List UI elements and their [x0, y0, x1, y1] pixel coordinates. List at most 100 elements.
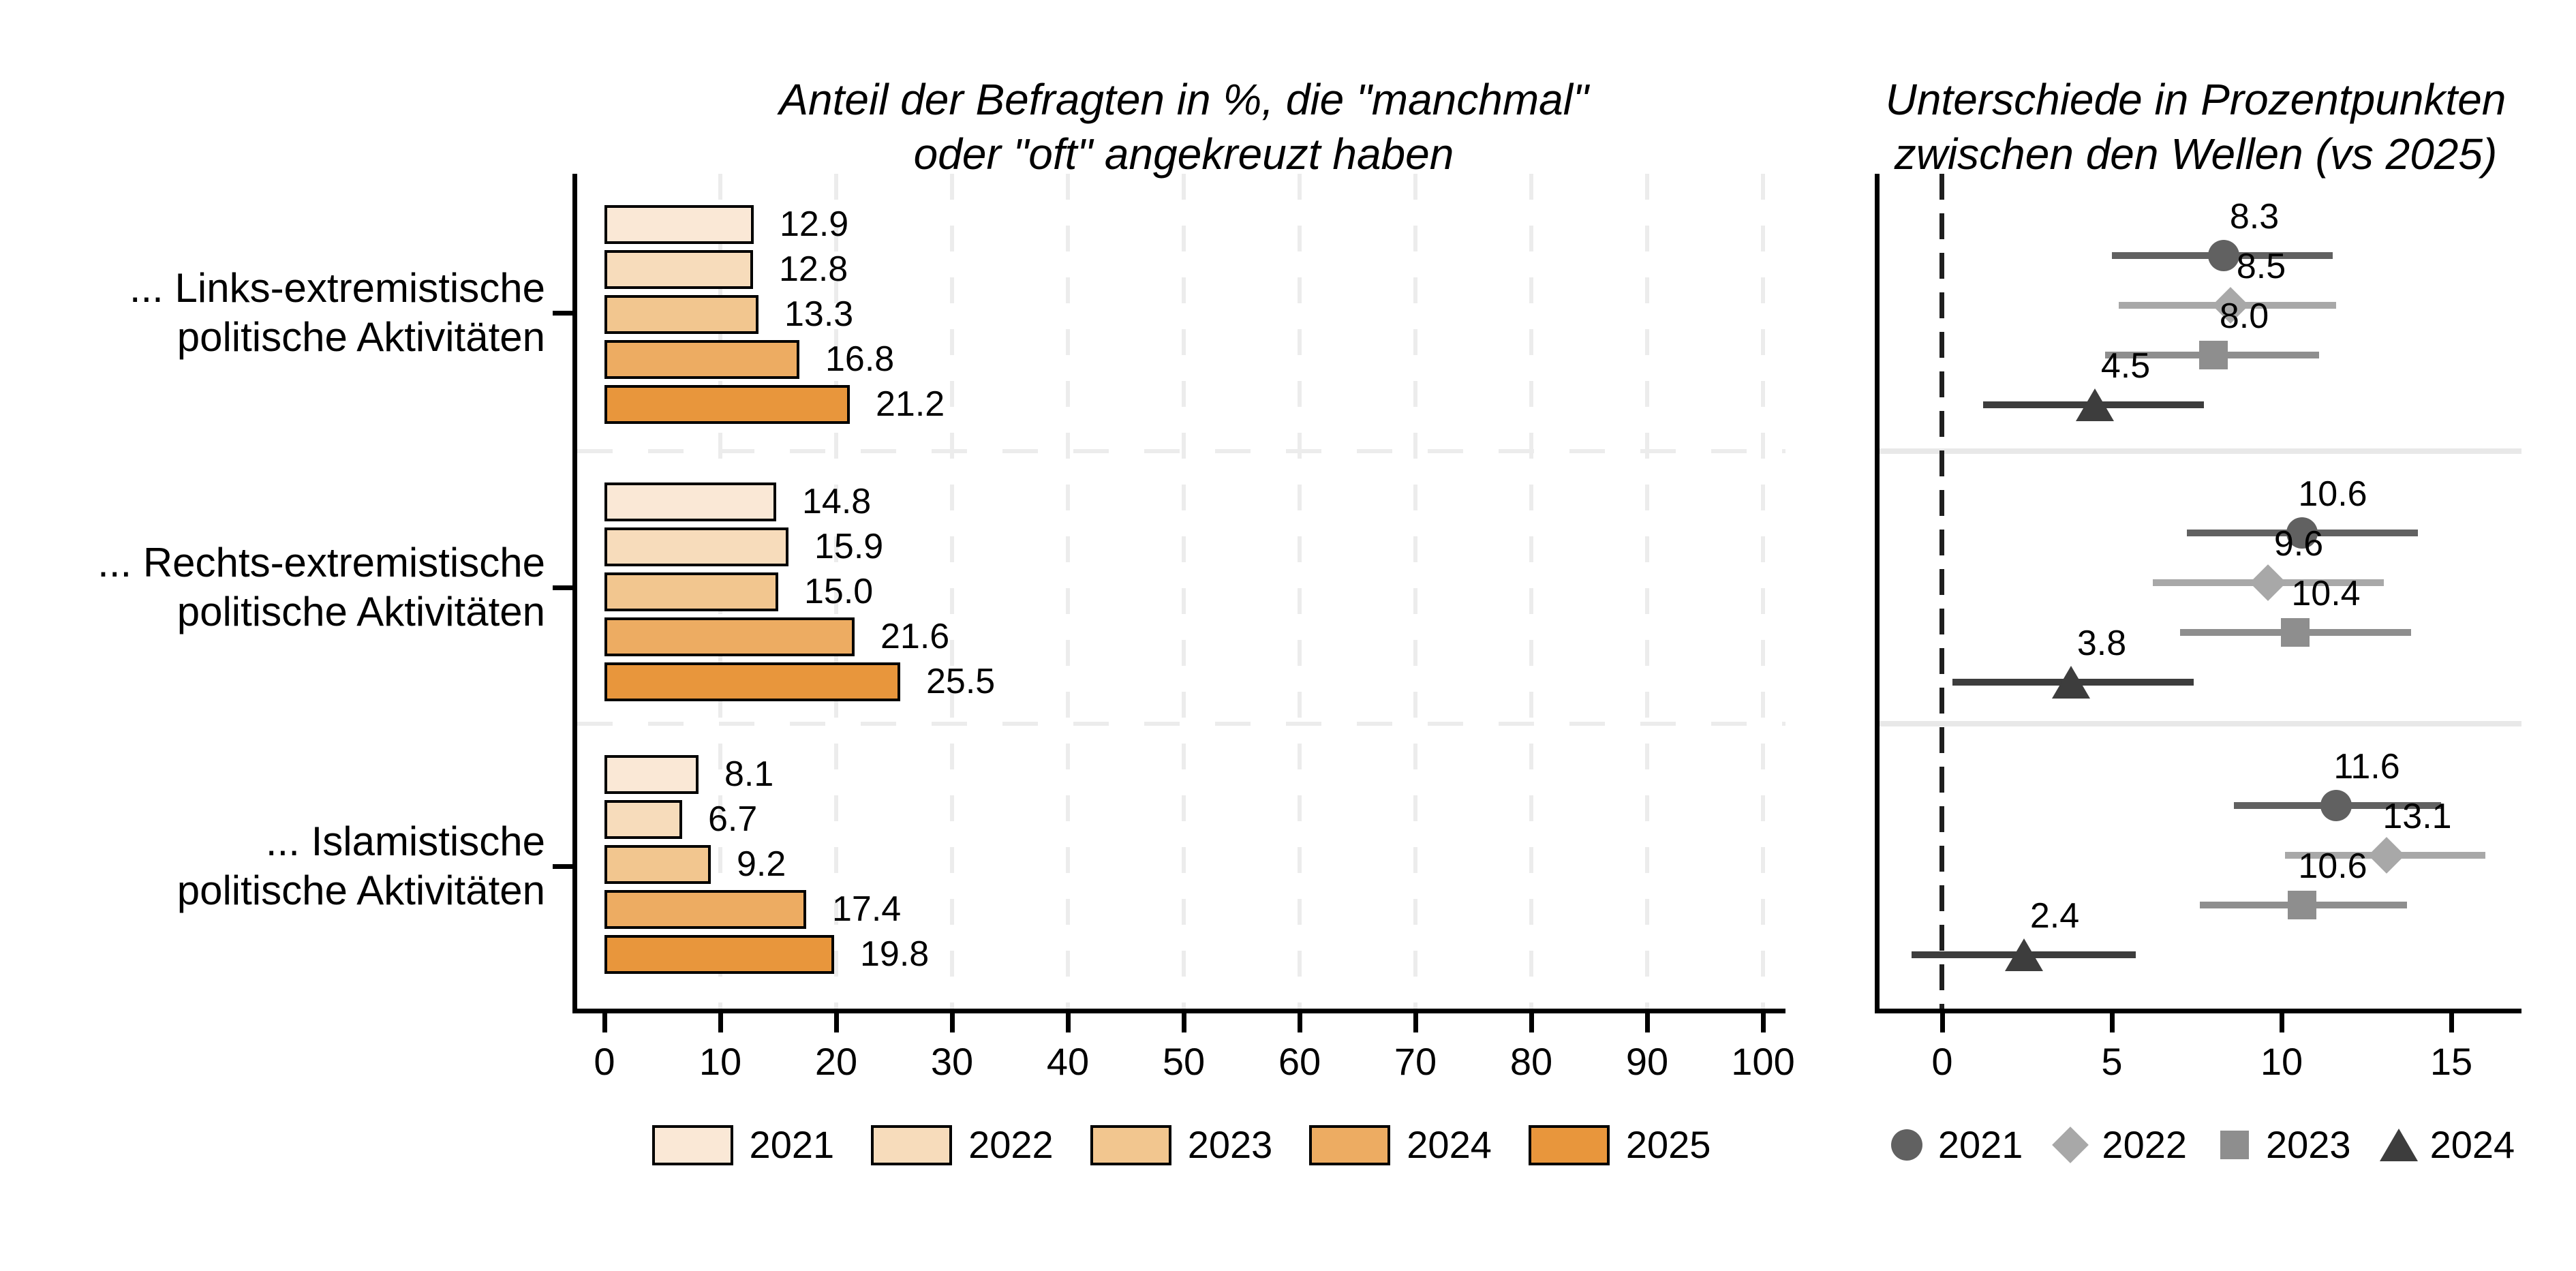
- right-panel-legend: 2021 2022 2023 2024: [1880, 1118, 2521, 1172]
- right-legend-item: 2021: [1886, 1124, 2023, 1165]
- left-category-tick: [553, 585, 572, 590]
- right-legend-item: 2024: [2378, 1124, 2515, 1165]
- estimate-value-label: 2.4: [2029, 896, 2080, 936]
- bar-value-label: 6.7: [708, 799, 758, 839]
- bar-value-label: 19.8: [860, 934, 930, 974]
- left-y-axis-line: [572, 174, 577, 1013]
- right-group-separator: [1880, 721, 2521, 726]
- bar-value-label: 21.6: [880, 617, 950, 656]
- bar-value-label: 25.5: [926, 662, 996, 701]
- marker-diamond-icon: [2052, 1127, 2089, 1163]
- legend-swatch-2025: [1528, 1124, 1610, 1165]
- bar-2025: [604, 662, 900, 701]
- left-legend-item: 2025: [1528, 1123, 1711, 1166]
- left-legend-item: 2024: [1309, 1124, 1492, 1165]
- bar-value-label: 21.2: [876, 384, 945, 424]
- left-gridline: [1066, 174, 1070, 1009]
- left-gridline: [1529, 174, 1533, 1009]
- bar-2025: [604, 935, 834, 974]
- legend-year-label: 2024: [1407, 1123, 1492, 1166]
- legend-marker-box: [2378, 1124, 2419, 1165]
- left-x-tick: [1298, 1013, 1302, 1032]
- left-x-tick-label: 70: [1394, 1040, 1437, 1083]
- left-category-label-line1: ... Links-extremistische: [129, 265, 545, 311]
- bar-2022: [604, 800, 682, 839]
- left-category-label-line2: politische Aktivitäten: [177, 589, 545, 634]
- left-category-tick: [553, 311, 572, 316]
- marker-square-icon: [2281, 618, 2310, 647]
- marker-circle-icon: [1890, 1129, 1922, 1161]
- left-gridline: [1761, 174, 1765, 1009]
- marker-square-icon: [2288, 891, 2316, 919]
- left-gridline: [1298, 174, 1302, 1009]
- left-x-tick: [1645, 1013, 1650, 1032]
- left-x-tick: [1413, 1013, 1418, 1032]
- left-x-tick-label: 80: [1509, 1040, 1553, 1083]
- right-y-axis-line: [1875, 174, 1880, 1013]
- left-x-tick-label: 40: [1046, 1040, 1090, 1083]
- bar-value-label: 12.9: [780, 204, 849, 244]
- left-x-tick: [950, 1013, 955, 1032]
- bar-2024: [604, 890, 806, 929]
- left-panel-title-line2: oder "oft" angekreuzt haben: [913, 129, 1454, 179]
- left-group-separator: [577, 722, 1785, 726]
- estimate-value-label: 8.0: [2219, 296, 2269, 336]
- left-gridline: [1645, 174, 1649, 1009]
- legend-marker-box: [2214, 1124, 2255, 1165]
- right-x-tick-label: 10: [2260, 1040, 2303, 1083]
- bar-2022: [604, 250, 753, 289]
- left-x-tick: [1529, 1013, 1534, 1032]
- bar-value-label: 13.3: [784, 294, 854, 334]
- bar-2021: [604, 755, 699, 794]
- legend-year-label: 2021: [749, 1123, 835, 1166]
- left-category-label: ... Islamistische politische Aktivitäten: [27, 817, 545, 915]
- legend-year-label: 2023: [1187, 1123, 1273, 1166]
- left-x-tick-label: 60: [1278, 1040, 1321, 1083]
- bar-2025: [604, 385, 850, 424]
- estimate-value-label: 4.5: [2100, 346, 2151, 386]
- bar-2023: [604, 295, 758, 334]
- left-x-tick: [1761, 1013, 1766, 1032]
- estimate-value-label: 3.8: [2076, 624, 2127, 663]
- estimate-value-label: 10.4: [2291, 574, 2361, 613]
- bar-value-label: 8.1: [724, 754, 774, 794]
- left-gridline: [950, 174, 954, 1009]
- legend-swatch-2021: [651, 1124, 733, 1165]
- bar-value-label: 15.9: [814, 527, 884, 566]
- right-x-tick: [2449, 1013, 2454, 1032]
- bar-2023: [604, 845, 711, 884]
- left-x-tick: [1182, 1013, 1186, 1032]
- left-category-label: ... Links-extremistische politische Aktiv…: [27, 264, 545, 362]
- estimate-value-label: 13.1: [2382, 797, 2452, 836]
- left-legend-item: 2023: [1090, 1123, 1273, 1166]
- bar-value-label: 17.4: [832, 889, 902, 929]
- left-gridline: [1182, 174, 1186, 1009]
- left-legend-item: 2021: [651, 1123, 835, 1166]
- left-x-tick-label: 0: [594, 1040, 615, 1083]
- bar-value-label: 15.0: [804, 572, 874, 611]
- right-panel-title: Unterschiede in Prozentpunkten zwischen …: [1835, 72, 2557, 181]
- right-legend-item: 2023: [2214, 1124, 2351, 1165]
- estimate-value-label: 10.6: [2298, 846, 2367, 886]
- legend-swatch-2022: [871, 1124, 953, 1165]
- right-x-tick-label: 15: [2429, 1040, 2473, 1083]
- legend-year-label: 2025: [1625, 1123, 1711, 1166]
- legend-marker-box: [2050, 1124, 2091, 1165]
- marker-triangle-icon: [2052, 666, 2090, 699]
- right-x-tick: [1940, 1013, 1945, 1032]
- left-panel-title: Anteil der Befragten in %, die "manchmal…: [570, 72, 1797, 181]
- estimate-value-label: 10.6: [2298, 474, 2367, 514]
- estimate-value-label: 9.6: [2273, 524, 2324, 564]
- legend-year-label: 2023: [2266, 1123, 2351, 1166]
- legend-year-label: 2021: [1937, 1123, 2023, 1166]
- right-x-tick: [2280, 1013, 2284, 1032]
- left-gridline: [1413, 174, 1417, 1009]
- right-x-tick-label: 5: [2101, 1040, 2123, 1083]
- right-group-separator: [1880, 448, 2521, 454]
- left-x-tick-label: 20: [814, 1040, 858, 1083]
- marker-triangle-icon: [2379, 1129, 2418, 1161]
- right-panel-title-line2: zwischen den Wellen (vs 2025): [1894, 129, 2498, 179]
- bar-value-label: 9.2: [737, 844, 786, 884]
- marker-circle-icon: [2286, 517, 2318, 549]
